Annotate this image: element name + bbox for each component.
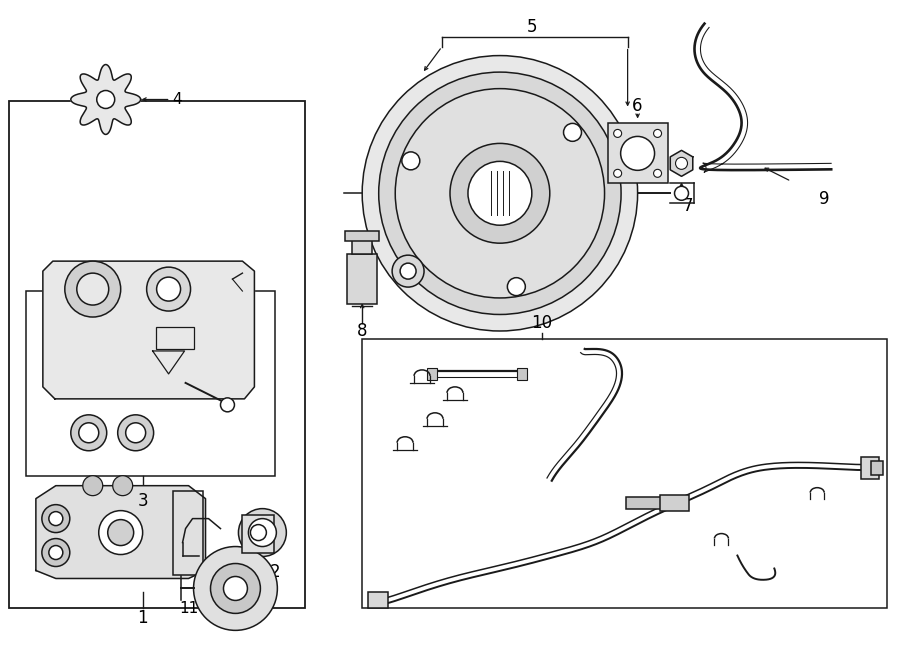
Circle shape [83, 476, 103, 496]
Circle shape [157, 277, 181, 301]
Circle shape [99, 510, 142, 555]
Bar [26, 291, 275, 476]
Bar [352, 236, 373, 254]
Bar [608, 124, 668, 183]
Bar [517, 368, 526, 380]
Text: 11: 11 [179, 601, 198, 616]
Text: 10: 10 [531, 314, 553, 332]
Text: 4: 4 [173, 92, 182, 107]
Polygon shape [36, 486, 205, 578]
Circle shape [76, 273, 109, 305]
Circle shape [250, 525, 266, 541]
Circle shape [223, 576, 248, 600]
Text: 3: 3 [138, 492, 148, 510]
Text: 7: 7 [682, 197, 693, 215]
Circle shape [42, 539, 70, 566]
Circle shape [79, 423, 99, 443]
Circle shape [362, 56, 637, 331]
Bar [242, 515, 274, 553]
Bar [861, 457, 879, 479]
Circle shape [563, 124, 581, 141]
Bar [347, 254, 377, 304]
Circle shape [468, 161, 532, 225]
Circle shape [401, 152, 419, 170]
Polygon shape [71, 65, 140, 134]
Text: 1: 1 [138, 609, 148, 627]
Circle shape [147, 267, 191, 311]
Circle shape [49, 512, 63, 525]
Circle shape [71, 415, 107, 451]
Circle shape [194, 547, 277, 631]
Circle shape [653, 130, 662, 137]
Bar [173, 490, 202, 576]
Circle shape [112, 476, 132, 496]
Circle shape [220, 398, 235, 412]
Circle shape [96, 91, 114, 108]
Circle shape [49, 545, 63, 559]
Text: 8: 8 [357, 322, 367, 340]
Circle shape [676, 157, 688, 169]
Circle shape [653, 169, 662, 177]
Circle shape [211, 564, 260, 613]
Bar [660, 494, 689, 510]
Circle shape [450, 143, 550, 243]
Polygon shape [670, 151, 693, 176]
Bar [626, 496, 670, 508]
Bar [871, 461, 883, 475]
Circle shape [508, 278, 526, 295]
Bar [368, 592, 388, 608]
Text: 2: 2 [270, 563, 281, 582]
Circle shape [614, 169, 622, 177]
Bar [156, 327, 194, 349]
Circle shape [621, 136, 654, 171]
Bar [9, 102, 305, 608]
Text: 6: 6 [633, 97, 643, 116]
Bar [362, 339, 887, 608]
Circle shape [248, 519, 276, 547]
Text: 5: 5 [526, 18, 537, 36]
Text: 9: 9 [819, 190, 830, 208]
Circle shape [65, 261, 121, 317]
Circle shape [392, 255, 424, 287]
Bar [346, 231, 379, 241]
Circle shape [379, 72, 621, 315]
Circle shape [238, 508, 286, 557]
Circle shape [126, 423, 146, 443]
Circle shape [614, 130, 622, 137]
Circle shape [42, 504, 70, 533]
Circle shape [400, 263, 416, 279]
Bar [427, 368, 437, 380]
Polygon shape [43, 261, 255, 399]
Circle shape [395, 89, 605, 298]
Circle shape [118, 415, 154, 451]
Circle shape [108, 520, 134, 545]
Circle shape [674, 186, 688, 200]
